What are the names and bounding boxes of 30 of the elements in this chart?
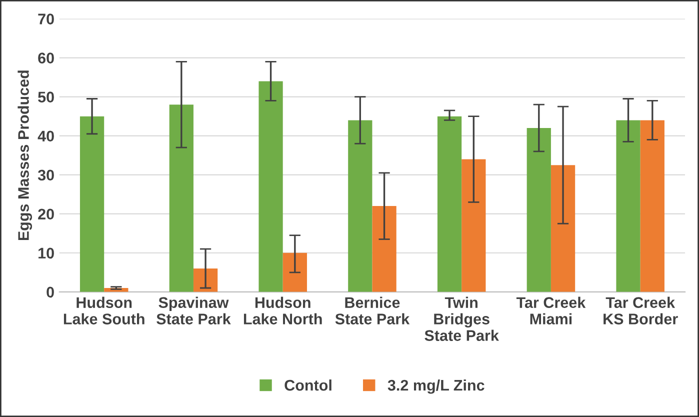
bar: [526, 128, 551, 292]
bar: [640, 120, 664, 292]
y-tick-label: 40: [38, 130, 54, 142]
bar: [616, 120, 640, 292]
y-tick-label: 30: [38, 170, 54, 181]
y-tick-label: 0: [46, 286, 54, 298]
y-tick-label: 60: [38, 52, 54, 64]
legend-label: 3.2 mg/L Zinc: [388, 379, 484, 394]
bar: [372, 206, 396, 292]
bar: [80, 116, 104, 292]
bar: [550, 165, 576, 292]
legend-label: Contol: [284, 379, 332, 391]
bar: [348, 120, 372, 292]
x-tick-label: Twin Bridges State Park: [424, 296, 499, 341]
y-axis-title: Eggs Masses Produced: [18, 70, 32, 240]
x-tick-label: Spavinaw State Park: [156, 296, 231, 324]
y-tick-label: 10: [38, 248, 54, 259]
bar: [169, 104, 194, 292]
x-tick-label: Bernice State Park: [335, 296, 410, 324]
y-tick-label: 70: [38, 14, 54, 24]
bar: [258, 81, 283, 292]
y-tick-label: 20: [38, 208, 54, 220]
bar: [282, 252, 307, 292]
x-tick-label: Hudson Lake South: [64, 296, 144, 324]
y-tick-label: 50: [38, 92, 54, 102]
bar: [462, 159, 486, 292]
x-tick-label: Tar Creek KS Border: [604, 296, 678, 324]
x-tick-label: Hudson Lake North: [244, 296, 322, 324]
x-tick-label: Tar Creek Miami: [516, 296, 586, 324]
bar: [437, 116, 462, 292]
